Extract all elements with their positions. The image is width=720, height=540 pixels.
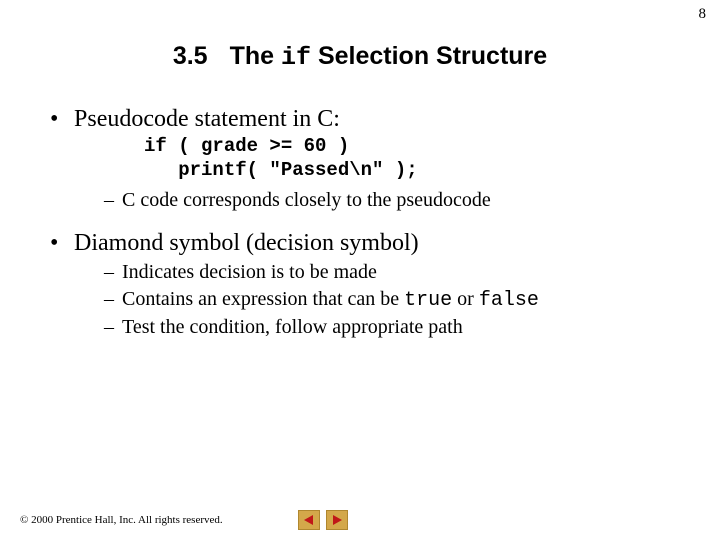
code-block: if ( grade >= 60 ) printf( "Passed\n" );: [144, 135, 668, 183]
copyright-footer: © 2000 Prentice Hall, Inc. All rights re…: [20, 514, 223, 526]
sub-bullet-corresponds: C code corresponds closely to the pseudo…: [104, 187, 668, 214]
code-line-1: if ( grade >= 60 ): [144, 135, 349, 157]
kw-false: false: [479, 289, 539, 312]
next-button[interactable]: [326, 510, 348, 530]
content-area: Pseudocode statement in C: if ( grade >=…: [48, 100, 668, 341]
sub2-pre: Contains an expression that can be: [122, 288, 404, 310]
sub2-mid: or: [452, 288, 479, 310]
section-number: 3.5: [173, 42, 208, 70]
arrow-left-icon: [303, 514, 315, 526]
kw-true: true: [404, 289, 452, 312]
arrow-right-icon: [331, 514, 343, 526]
bullet-diamond: Diamond symbol (decision symbol): [48, 230, 668, 257]
title-post: Selection Structure: [311, 42, 547, 70]
bullet-pseudocode: Pseudocode statement in C:: [48, 106, 668, 133]
sub-bullet-test: Test the condition, follow appropriate p…: [104, 314, 668, 341]
prev-button[interactable]: [298, 510, 320, 530]
title-pre: The: [230, 42, 281, 70]
page-number: 8: [699, 6, 707, 23]
sub-bullet-contains: Contains an expression that can be true …: [104, 286, 668, 314]
sub-bullet-indicates: Indicates decision is to be made: [104, 259, 668, 286]
nav-arrows: [298, 510, 348, 530]
slide-title: 3.5 The if Selection Structure: [0, 42, 720, 72]
code-line-2: printf( "Passed\n" );: [144, 159, 418, 181]
title-keyword: if: [281, 43, 311, 72]
